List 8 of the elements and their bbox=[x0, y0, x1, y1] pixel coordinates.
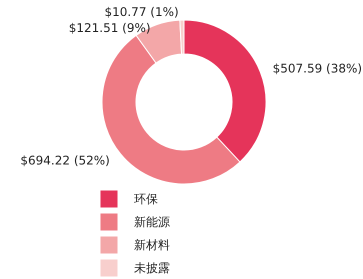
legend-label: 新能源 bbox=[134, 215, 170, 229]
data-label: $507.59 (38%) bbox=[272, 61, 362, 76]
legend-label: 新材料 bbox=[134, 238, 170, 252]
data-label: $694.22 (52%) bbox=[20, 153, 110, 168]
data-label: $10.77 (1%) bbox=[104, 5, 179, 19]
data-label: $121.51 (9%) bbox=[68, 21, 151, 36]
legend-label: 未披露 bbox=[134, 261, 170, 275]
legend-label: 环保 bbox=[134, 192, 158, 206]
